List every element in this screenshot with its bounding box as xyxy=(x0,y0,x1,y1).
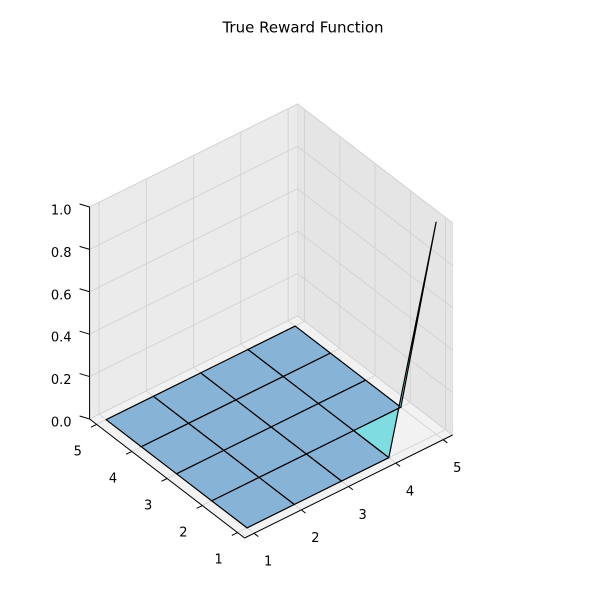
grid-line xyxy=(89,315,298,420)
grid-line xyxy=(89,146,298,250)
x-tick xyxy=(348,486,354,491)
grid-line xyxy=(89,103,298,208)
x-tick-label: 4 xyxy=(406,484,414,499)
z-tick xyxy=(79,203,90,208)
z-tick-label: 0.0 xyxy=(51,415,72,430)
z-tick-label: 1.0 xyxy=(51,203,72,218)
x-tick xyxy=(301,509,306,514)
grid-line xyxy=(297,315,453,436)
y-tick xyxy=(90,423,97,428)
grid-line xyxy=(297,273,453,393)
y-tick xyxy=(161,478,168,482)
y-tick-label: 3 xyxy=(144,498,152,513)
y-tick-label: 5 xyxy=(74,444,82,459)
x-tick-label: 2 xyxy=(311,531,319,546)
grid-line xyxy=(297,188,453,309)
z-tick xyxy=(79,288,90,293)
x-tick-label: 5 xyxy=(453,461,461,476)
x-tick xyxy=(253,532,259,537)
y-tick xyxy=(125,450,133,455)
grid-line xyxy=(89,230,298,335)
grid-line xyxy=(89,273,298,377)
x-tick-label: 3 xyxy=(359,508,367,523)
z-tick xyxy=(79,330,90,335)
z-tick xyxy=(79,373,90,378)
surface-cell xyxy=(211,476,295,529)
z-tick xyxy=(79,245,90,250)
y-tick xyxy=(196,505,203,509)
z-tick-label: 0.6 xyxy=(51,288,72,303)
x-tick xyxy=(442,439,448,444)
z-tick-label: 0.8 xyxy=(51,246,72,261)
y-tick xyxy=(231,532,238,536)
y-tick-label: 1 xyxy=(215,552,223,567)
grid-line xyxy=(297,146,453,266)
grid-line xyxy=(297,103,453,224)
y-tick-label: 4 xyxy=(109,471,117,486)
z-tick-label: 0.2 xyxy=(51,373,72,388)
chart-title: True Reward Function xyxy=(221,19,383,37)
grid-line xyxy=(89,188,298,293)
z-tick-label: 0.4 xyxy=(51,331,72,346)
z-tick xyxy=(79,415,90,420)
y-tick-label: 2 xyxy=(179,525,187,540)
grid-line xyxy=(297,230,453,351)
x-tick xyxy=(395,462,401,467)
x-tick-label: 1 xyxy=(264,555,272,570)
